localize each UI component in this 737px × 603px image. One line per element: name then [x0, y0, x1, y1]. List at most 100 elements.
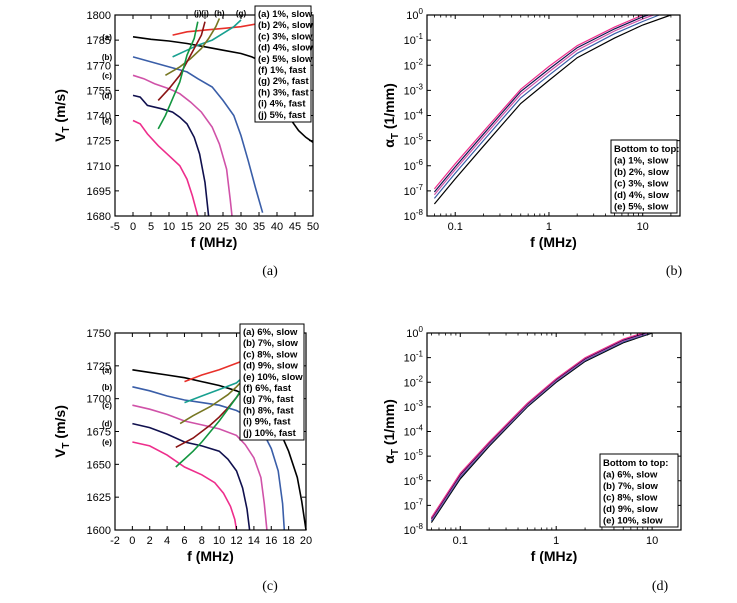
legend-entry: (h) 3%, fast: [258, 87, 310, 98]
series-line-i: [157, 21, 206, 101]
curve-label-g: (g): [236, 9, 247, 18]
legend-entry: (g) 2%, fast: [258, 76, 310, 87]
legend-entry: (d) 9%, slow: [603, 504, 659, 515]
curve-label-i: (i): [201, 9, 209, 18]
legend-entry: (j) 10%, fast: [243, 428, 297, 439]
series-line-b: [132, 56, 264, 213]
legend-box: [599, 453, 679, 528]
legend-entry: (h) 8%, fast: [243, 405, 295, 416]
curve-label-a: (a): [102, 366, 112, 375]
legend-entry: (b) 7%, slow: [603, 481, 659, 492]
panel-letter: (d): [652, 579, 669, 594]
series-line-a: [433, 14, 672, 205]
legend-entry: (a) 1%, slow: [258, 9, 313, 20]
series-line-d: [132, 422, 251, 531]
y-tick-label: 1625: [87, 492, 111, 504]
series-line-h: [164, 18, 221, 76]
legend-entry: (a) 6%, slow: [603, 470, 658, 481]
y-axis-label: VT (m/s): [52, 89, 72, 142]
panel-letter: (a): [262, 264, 278, 279]
curve-label-b: (b): [102, 383, 113, 392]
y-tick-label: 1725: [87, 361, 111, 373]
legend-entry: (b) 2%, slow: [258, 20, 314, 31]
x-tick-label: -5: [110, 221, 120, 233]
x-tick-label: 16: [265, 535, 277, 547]
series-line-e: [132, 441, 238, 531]
legend-entry: (c) 8%, slow: [603, 493, 658, 504]
legend-entry: (g) 7%, fast: [243, 394, 295, 405]
legend-box: [610, 139, 678, 214]
y-tick-label: 1740: [87, 111, 111, 123]
panel-letter: (b): [666, 264, 683, 279]
y-tick-label: 10-6: [404, 473, 424, 488]
legend-entry: (i) 4%, fast: [258, 99, 306, 110]
x-tick-label: 10: [646, 535, 658, 547]
y-tick-label: 100: [406, 7, 423, 22]
series-line-d: [132, 94, 210, 217]
y-tick-label: 1675: [87, 427, 111, 439]
x-tick-label: 10: [213, 535, 225, 547]
y-tick-label: 1725: [87, 136, 111, 148]
legend-box: [239, 323, 305, 441]
legend-entry: (d) 4%, slow: [614, 190, 670, 201]
curve-label-e: (e): [102, 438, 112, 447]
y-tick-label: 10-1: [404, 32, 424, 47]
y-axis-label: αT (1/mm): [381, 399, 401, 464]
panel-c-velocity-high: (a)(b)(c)(d)(e)(j)(i)(h)(g)(f)-202468101…: [52, 323, 312, 594]
legend-entry: (d) 9%, slow: [243, 361, 299, 372]
series-line-e: [430, 332, 643, 518]
curve-label-d: (d): [102, 420, 113, 429]
legend-entry: (i) 9%, fast: [243, 417, 291, 428]
x-tick-label: 20: [300, 535, 312, 547]
x-tick-label: 1: [546, 221, 552, 233]
x-axis-label: f (MHz): [187, 548, 234, 564]
curve-label-j: (j): [194, 9, 202, 18]
y-tick-label: 10-8: [404, 522, 424, 537]
y-tick-label: 10-5: [404, 448, 424, 463]
series-line-b: [132, 386, 286, 531]
y-tick-label: 10-5: [404, 133, 424, 148]
y-tick-label: 10-2: [404, 374, 424, 389]
y-tick-label: 1785: [87, 35, 111, 47]
legend-entry: (e) 5%, slow: [258, 54, 313, 65]
x-tick-label: 10: [637, 221, 649, 233]
legend-entry: (d) 4%, slow: [258, 43, 314, 54]
legend-entry: (f) 1%, fast: [258, 65, 307, 76]
series-line-j: [157, 21, 199, 130]
y-tick-label: 10-8: [404, 208, 424, 223]
series-line-c: [430, 332, 648, 521]
x-tick-label: 14: [248, 535, 260, 547]
series-line-e: [132, 119, 199, 217]
x-axis-label: f (MHz): [191, 234, 238, 250]
panel-letter: (c): [262, 579, 278, 594]
series-line-e: [433, 14, 643, 190]
y-tick-label: 10-1: [404, 350, 424, 365]
x-tick-label: 2: [147, 535, 153, 547]
series-line-g: [172, 19, 242, 58]
legend-entry: (c) 8%, slow: [243, 349, 298, 360]
x-tick-label: 45: [289, 221, 301, 233]
x-tick-label: 8: [199, 535, 205, 547]
panel-a-velocity-low: (a)(b)(c)(d)(e)(j)(i)(h)(g)(f)-505101520…: [52, 5, 319, 279]
y-tick-label: 1650: [87, 459, 111, 471]
x-tick-label: 0: [130, 221, 136, 233]
x-tick-label: -2: [110, 535, 120, 547]
y-tick-label: 1710: [87, 161, 111, 173]
y-tick-label: 1695: [87, 186, 111, 198]
series-line-d: [433, 14, 649, 193]
legend-entry: (e) 10%, slow: [603, 516, 663, 527]
x-tick-label: 0.1: [448, 221, 463, 233]
x-tick-label: 25: [217, 221, 229, 233]
legend-box: [254, 5, 312, 123]
y-tick-label: 10-6: [404, 158, 424, 173]
y-tick-label: 10-3: [404, 82, 424, 97]
panel-b-attenuation-low: 0.1 1 10 10-8 10-7 10-6 10-5 10-4 10-3 10-2 10-1 10…: [381, 7, 682, 279]
x-axis-label: f (MHz): [530, 234, 577, 250]
y-tick-label: 10-7: [404, 497, 424, 512]
y-tick-label: 10-7: [404, 183, 424, 198]
x-tick-label: 50: [307, 221, 319, 233]
legend-entry: (a) 6%, slow: [243, 327, 298, 338]
curve-label-b: (b): [102, 53, 113, 62]
legend-entry: (c) 3%, slow: [614, 179, 669, 190]
curve-label-c: (c): [102, 71, 112, 80]
